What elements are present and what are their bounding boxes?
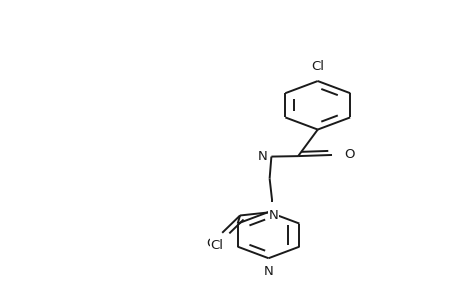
Text: O: O: [206, 237, 216, 250]
Text: O: O: [344, 148, 354, 161]
Text: N: N: [263, 265, 273, 278]
Text: N: N: [268, 208, 277, 222]
Text: Cl: Cl: [210, 239, 223, 252]
Text: Cl: Cl: [311, 60, 324, 73]
Text: N: N: [257, 150, 267, 163]
